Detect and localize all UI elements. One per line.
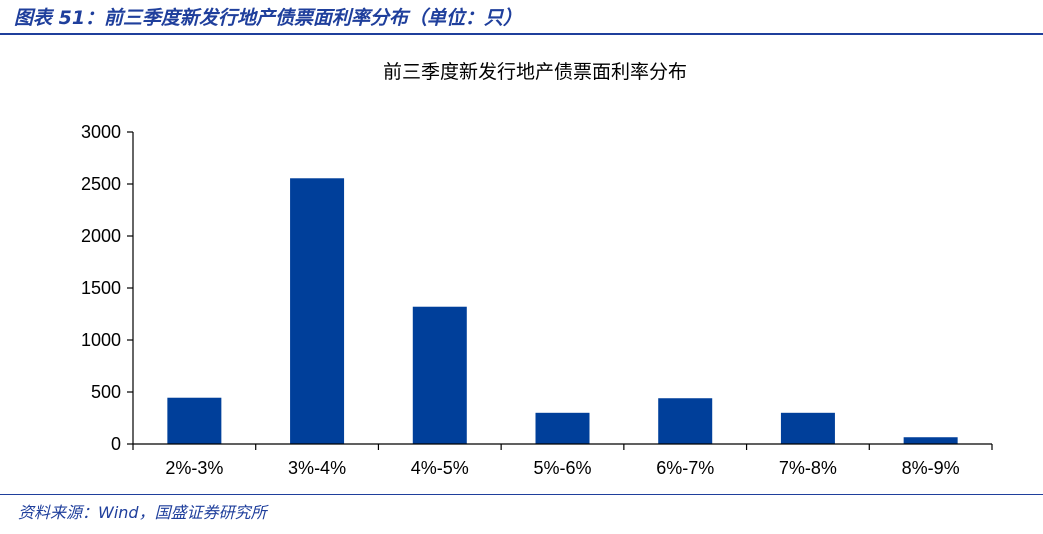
bar: [535, 412, 590, 444]
y-tick-label: 0: [111, 434, 121, 454]
chart-title: 前三季度新发行地产债票面利率分布: [383, 61, 687, 83]
y-tick-label: 500: [91, 382, 121, 402]
figure-header: 图表 51：前三季度新发行地产债票面利率分布（单位：只）: [0, 0, 1043, 36]
figure-caption: 图表 51：前三季度新发行地产债票面利率分布（单位：只）: [14, 7, 523, 29]
y-tick-label: 2500: [81, 174, 121, 194]
bar-chart: 前三季度新发行地产债票面利率分布 0 500 1000 1500 2000 2500 300…: [81, 61, 993, 478]
y-tick-label: 1500: [81, 278, 121, 298]
x-tick-label: 2%-3%: [165, 458, 223, 478]
source-note: 资料来源：Wind，国盛证券研究所: [18, 503, 267, 522]
y-axis: 0 500 1000 1500 2000 2500 3000: [81, 122, 134, 454]
bar: [290, 178, 345, 444]
y-tick-label: 1000: [81, 330, 121, 350]
x-tick-label: 4%-5%: [411, 458, 469, 478]
footer-divider: [0, 494, 1043, 495]
y-tick-label: 2000: [81, 226, 121, 246]
bar: [903, 437, 958, 444]
bar: [780, 412, 835, 444]
header-divider: [0, 33, 1043, 35]
x-tick-label: 6%-7%: [656, 458, 714, 478]
bar: [658, 398, 713, 444]
bar: [412, 306, 467, 444]
x-axis: 2%-3% 3%-4% 4%-5% 5%-6% 6%-7% 7%-8% 8%-9%: [132, 443, 993, 478]
x-tick-label: 3%-4%: [288, 458, 346, 478]
y-tick-label: 3000: [81, 122, 121, 142]
x-tick-label: 5%-6%: [533, 458, 591, 478]
x-tick-label: 8%-9%: [902, 458, 960, 478]
bar: [167, 397, 222, 444]
x-tick-label: 7%-8%: [779, 458, 837, 478]
bars: [167, 178, 958, 444]
